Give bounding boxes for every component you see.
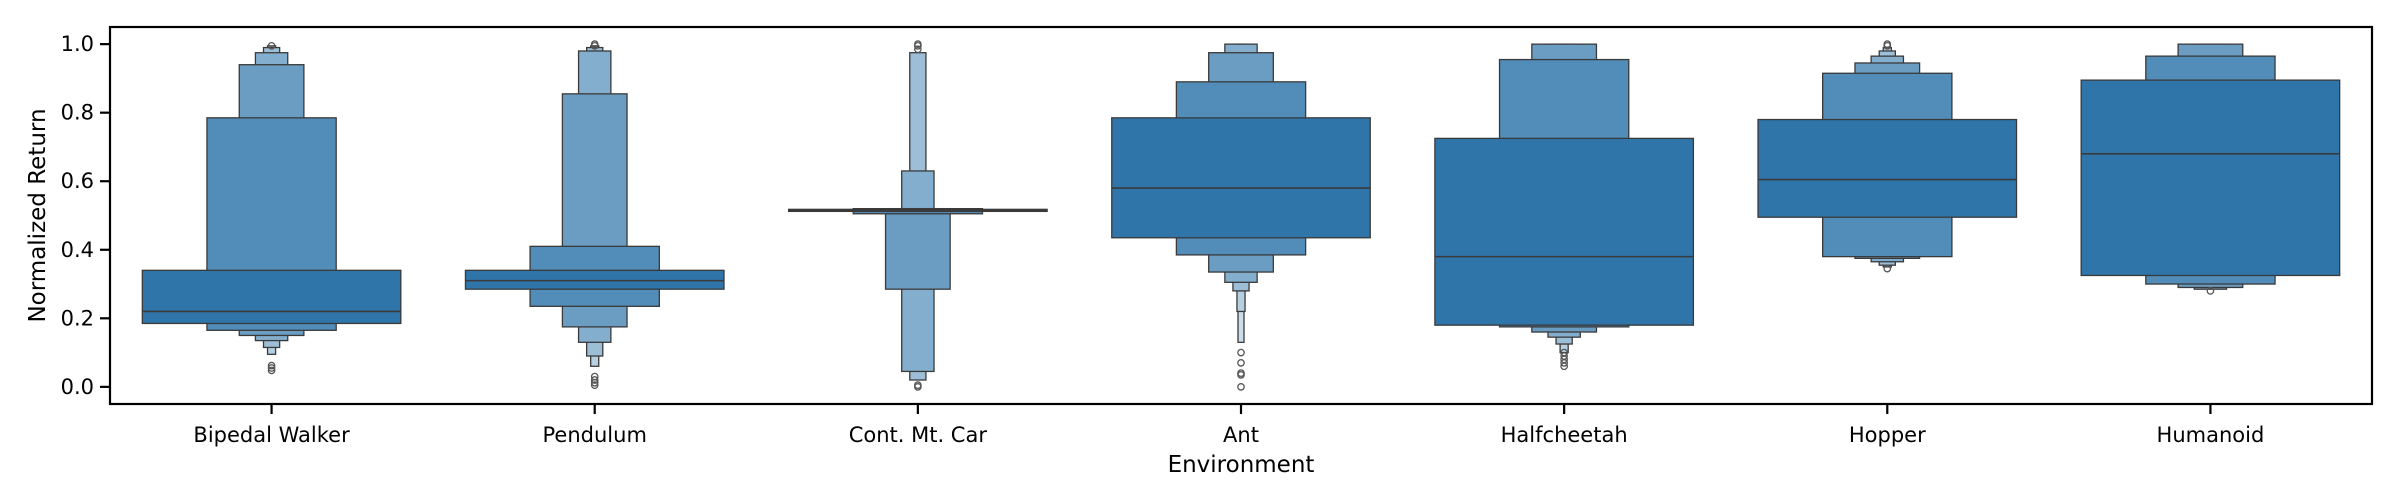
y-tick-label: 1.0 [61,32,94,56]
boxen-box [141,269,402,325]
y-tick-label: 0.8 [61,101,94,125]
outlier-point [914,45,922,54]
boxen-box [1434,137,1695,326]
boxen-box [1111,117,1371,239]
outlier-point [1883,40,1892,48]
outlier-point [1237,383,1245,391]
outlier-point [267,364,276,372]
outlier-point [914,381,922,389]
x-tick-label: Ant [1223,423,1259,447]
boxen-group [1111,43,1371,391]
outlier-point [914,40,922,48]
outlier-point [1560,348,1568,357]
x-tick-label: Pendulum [543,423,647,447]
x-axis-title: Environment [1168,452,1315,478]
outlier-point [267,361,276,370]
y-tick-label: 0.0 [61,375,94,399]
y-axis: 0.0 0.2 0.4 0.6 0.8 1.0 [61,32,110,399]
outlier-point [590,372,599,381]
boxen-group [787,40,1048,391]
y-tick-label: 0.6 [61,169,94,193]
boxen-group [1434,43,1695,371]
boxen-box [464,269,725,290]
x-tick-label: Bipedal Walker [193,423,350,447]
outlier-point [590,381,599,389]
outlier-point [1237,348,1245,357]
outlier-point [2206,287,2215,295]
outlier-point [267,41,276,50]
boxen-group [2080,43,2341,295]
y-tick-label: 0.4 [61,238,94,262]
boxen-box [2080,79,2341,277]
outlier-point [1560,352,1568,360]
x-tick-label: Hopper [1849,423,1926,447]
boxen-group [1757,40,2018,273]
boxen-group [464,40,725,389]
y-axis-title: Normalized Return [25,108,51,322]
boxen-group [141,41,402,375]
x-axis: Bipedal Walker Pendulum Cont. Mt. Car Ant Ha… [193,404,2264,447]
y-tick-label: 0.2 [61,306,94,330]
outlier-point [1237,359,1245,367]
plot-area [141,40,2341,391]
outlier-point [1237,369,1245,378]
boxen-box [884,207,951,290]
x-tick-label: Humanoid [2157,423,2265,447]
x-tick-label: Cont. Mt. Car [849,423,988,447]
boxen-box [1757,118,2018,218]
outlier-point [590,376,599,384]
x-tick-label: Halfcheetah [1501,423,1628,447]
outlier-point [590,40,599,48]
outlier-point [1883,264,1892,273]
outlier-point [267,366,276,375]
